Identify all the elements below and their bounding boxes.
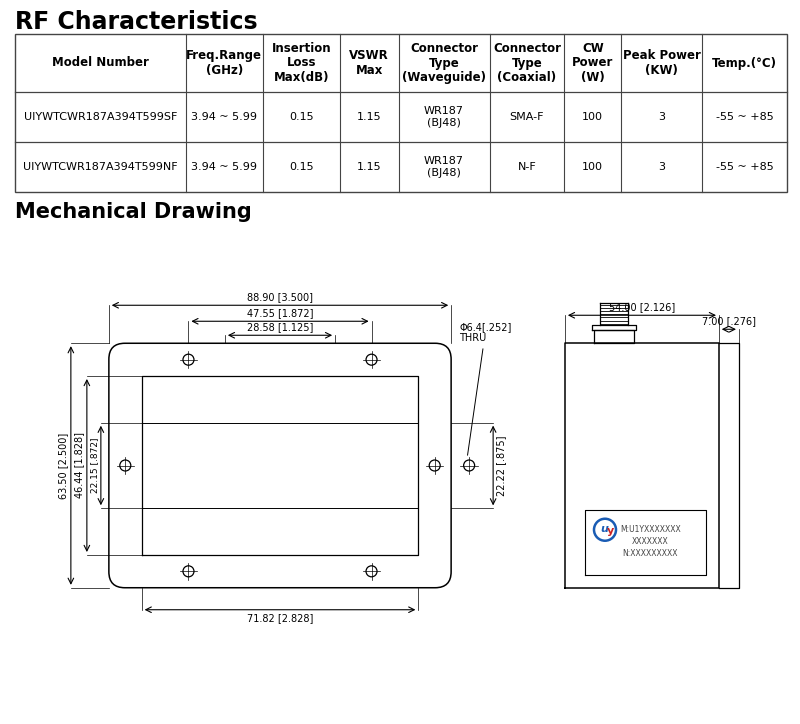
Circle shape (183, 566, 194, 577)
Text: RF Characteristics: RF Characteristics (15, 10, 258, 34)
Text: -55 ~ +85: -55 ~ +85 (716, 112, 774, 122)
Text: XXXXXXX: XXXXXXX (632, 537, 669, 546)
Text: WR187
(BJ48): WR187 (BJ48) (424, 156, 464, 178)
Text: 22.22 [.875]: 22.22 [.875] (496, 435, 506, 496)
Text: Φ6.4[.252]
THRU: Φ6.4[.252] THRU (459, 321, 511, 455)
Text: 100: 100 (582, 112, 603, 122)
Text: 88.90 [3.500]: 88.90 [3.500] (247, 292, 313, 302)
FancyBboxPatch shape (109, 343, 451, 588)
Text: N-F: N-F (518, 162, 536, 172)
Text: -55 ~ +85: -55 ~ +85 (716, 162, 774, 172)
Text: y: y (606, 526, 614, 536)
Circle shape (366, 354, 377, 365)
Text: Model Number: Model Number (52, 56, 149, 70)
Text: UIYWTCWR187A394T599NF: UIYWTCWR187A394T599NF (23, 162, 178, 172)
Text: 46.44 [1.828]: 46.44 [1.828] (74, 432, 84, 499)
Circle shape (183, 354, 194, 365)
Text: 0.15: 0.15 (289, 112, 314, 122)
Text: VSWR
Max: VSWR Max (350, 49, 389, 77)
Text: Mechanical Drawing: Mechanical Drawing (15, 202, 252, 222)
Text: N:XXXXXXXXX: N:XXXXXXXXX (622, 550, 678, 558)
Text: 1.15: 1.15 (357, 112, 382, 122)
Text: Peak Power
(KW): Peak Power (KW) (623, 49, 701, 77)
Text: CW
Power
(W): CW Power (W) (572, 41, 614, 85)
Text: Connector
Type
(Waveguide): Connector Type (Waveguide) (402, 41, 486, 85)
Text: 3: 3 (658, 112, 666, 122)
Bar (15, 34, 787, 192)
Text: 63.50 [2.500]: 63.50 [2.500] (58, 432, 68, 499)
Circle shape (594, 518, 616, 541)
Circle shape (464, 460, 474, 471)
Text: 47.55 [1.872]: 47.55 [1.872] (246, 308, 314, 319)
Text: 100: 100 (582, 162, 603, 172)
Text: 3.94 ~ 5.99: 3.94 ~ 5.99 (191, 162, 258, 172)
Text: Freq.Range
(GHz): Freq.Range (GHz) (186, 49, 262, 77)
Text: 1.15: 1.15 (357, 162, 382, 172)
Text: Insertion
Loss
Max(dB): Insertion Loss Max(dB) (272, 41, 331, 85)
Text: u: u (600, 523, 608, 534)
Text: 54.00 [2.126]: 54.00 [2.126] (609, 302, 675, 312)
Text: SMA-F: SMA-F (510, 112, 544, 122)
Text: 7.00 [.276]: 7.00 [.276] (702, 316, 756, 327)
Text: Temp.(°C): Temp.(°C) (712, 56, 778, 70)
Text: WR187
(BJ48): WR187 (BJ48) (424, 106, 464, 128)
Circle shape (429, 460, 440, 471)
Text: UIYWTCWR187A394T599SF: UIYWTCWR187A394T599SF (24, 112, 177, 122)
Text: Connector
Type
(Coaxial): Connector Type (Coaxial) (493, 41, 561, 85)
Text: 3.94 ~ 5.99: 3.94 ~ 5.99 (191, 112, 258, 122)
Text: 0.15: 0.15 (289, 162, 314, 172)
Text: 71.82 [2.828]: 71.82 [2.828] (247, 613, 313, 623)
Text: 22.15 [.872]: 22.15 [.872] (90, 438, 99, 493)
Text: M:U1YXXXXXXX: M:U1YXXXXXXX (620, 525, 681, 534)
Text: 28.58 [1.125]: 28.58 [1.125] (247, 322, 313, 332)
Circle shape (366, 566, 377, 577)
Circle shape (120, 460, 131, 471)
Text: 3: 3 (658, 162, 666, 172)
